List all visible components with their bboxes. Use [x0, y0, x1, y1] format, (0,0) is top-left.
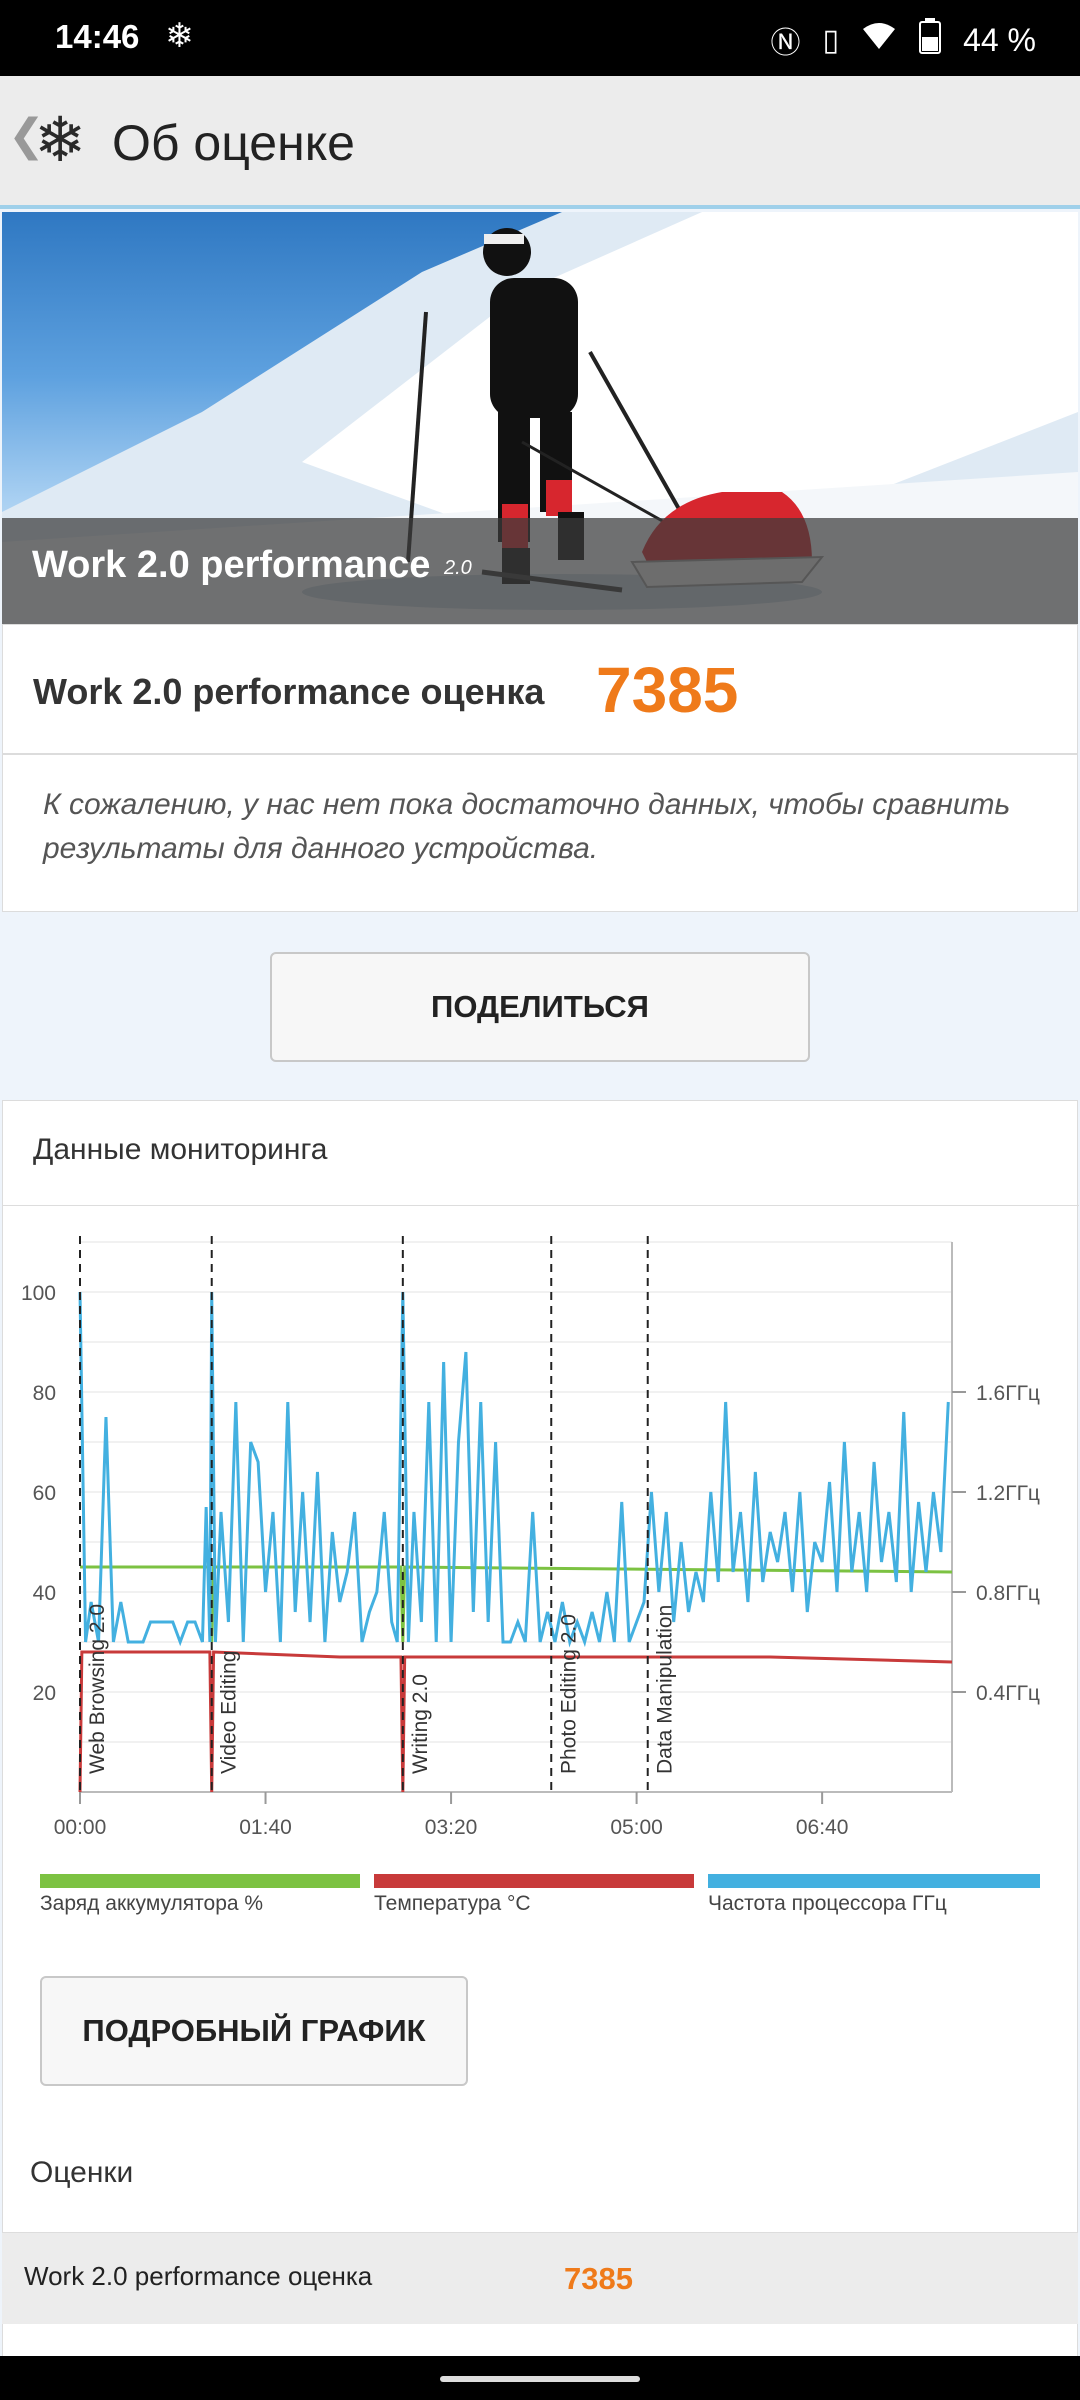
- monitoring-divider: [3, 1205, 1079, 1206]
- x-tick-label: 01:40: [239, 1816, 292, 1839]
- hero-version: 2.0: [444, 557, 472, 579]
- status-bar: 14:46 ❄ Ⓝ ▯ 44 %: [0, 0, 1080, 76]
- notice-text: К сожалению, у нас нет пока достаточно д…: [43, 788, 1011, 865]
- score-value: 7385: [596, 654, 739, 726]
- legend-cpu-swatch: [708, 1874, 1040, 1888]
- y-right-tick-label: 0.8ГГц: [976, 1582, 1040, 1605]
- legend-temperature-swatch: [374, 1874, 694, 1888]
- legend-battery-label: Заряд аккумулятора %: [40, 1892, 264, 1915]
- y-left-tick-label: 60: [33, 1482, 56, 1505]
- back-arrow-icon[interactable]: ❮: [8, 111, 45, 160]
- y-right-tick-label: 0.4ГГц: [976, 1682, 1040, 1705]
- detail-chart-button[interactable]: ПОДРОБНЫЙ ГРАФИК: [40, 1976, 468, 2086]
- score-label: Work 2.0 performance оценка: [33, 671, 545, 712]
- hero-caption-band: [2, 518, 1078, 624]
- battery-icon: [919, 18, 942, 62]
- status-time: 14:46: [55, 18, 140, 55]
- test-marker-label: Photo Editing 2.0: [557, 1614, 580, 1774]
- legend-battery-swatch: [40, 1874, 360, 1888]
- score-card: Work 2.0 performance оценка 7385: [2, 624, 1078, 754]
- test-marker-label: Writing 2.0: [409, 1674, 432, 1774]
- y-left-tick-label: 40: [33, 1582, 56, 1605]
- app-bar: ❮ ❄ Об оценке: [0, 76, 1080, 206]
- x-tick-label: 00:00: [54, 1816, 107, 1839]
- test-marker-label: Video Editing: [218, 1651, 241, 1774]
- y-left-tick-label: 20: [33, 1682, 56, 1705]
- wifi-icon: [861, 21, 897, 59]
- monitoring-card: Данные мониторинга: [2, 1100, 1079, 2400]
- nfc-icon: Ⓝ: [770, 27, 801, 60]
- vibrate-icon: ▯: [822, 23, 840, 57]
- battery-percent: 44 %: [963, 21, 1036, 58]
- y-right-tick-label: 1.2ГГц: [976, 1482, 1040, 1505]
- x-tick-label: 05:00: [610, 1816, 663, 1839]
- scores-section-title: Оценки: [30, 2156, 134, 2189]
- hero-title: Work 2.0 performance: [32, 544, 431, 586]
- scores-row[interactable]: Work 2.0 performance оценка 7385: [2, 2232, 1078, 2324]
- snowflake-logo-icon[interactable]: ❄: [34, 106, 86, 175]
- y-left-tick-label: 80: [33, 1382, 56, 1405]
- x-tick-label: 06:40: [796, 1816, 849, 1839]
- series-line-temperature: [78, 1650, 953, 1793]
- notice-card: К сожалению, у нас нет пока достаточно д…: [2, 754, 1078, 912]
- series-line-cpu: [78, 1291, 950, 1648]
- monitoring-title: Данные мониторинга: [33, 1133, 328, 1166]
- x-tick-label: 03:20: [425, 1816, 478, 1839]
- home-gesture-pill[interactable]: [440, 2376, 640, 2382]
- hero-banner: Work 2.0 performance 2.0: [2, 212, 1078, 624]
- monitoring-chart: 100 80 60 40 20 1.6ГГц 1.2ГГц 0.8ГГц 0.4ГГц 00:00…: [21, 1236, 1040, 1839]
- navigation-bar: [0, 2356, 1080, 2400]
- y-left-tick-label: 100: [21, 1282, 56, 1305]
- test-marker-label: Web Browsing 2.0: [86, 1604, 109, 1774]
- legend-cpu-label: Частота процессора ГГц: [708, 1892, 947, 1915]
- share-button[interactable]: ПОДЕЛИТЬСЯ: [270, 952, 810, 1062]
- status-icons: Ⓝ ▯ 44 %: [771, 18, 1036, 62]
- y-right-tick-label: 1.6ГГц: [976, 1382, 1040, 1405]
- test-marker-label: Data Manipulation: [654, 1605, 677, 1774]
- scores-row-value: 7385: [564, 2261, 633, 2296]
- page-title: Об оценке: [112, 115, 355, 171]
- scores-row-label: Work 2.0 performance оценка: [24, 2261, 373, 2291]
- snowflake-icon: ❄: [165, 17, 194, 55]
- app-bar-divider: [0, 205, 1080, 209]
- legend-temperature-label: Температура °C: [374, 1892, 531, 1915]
